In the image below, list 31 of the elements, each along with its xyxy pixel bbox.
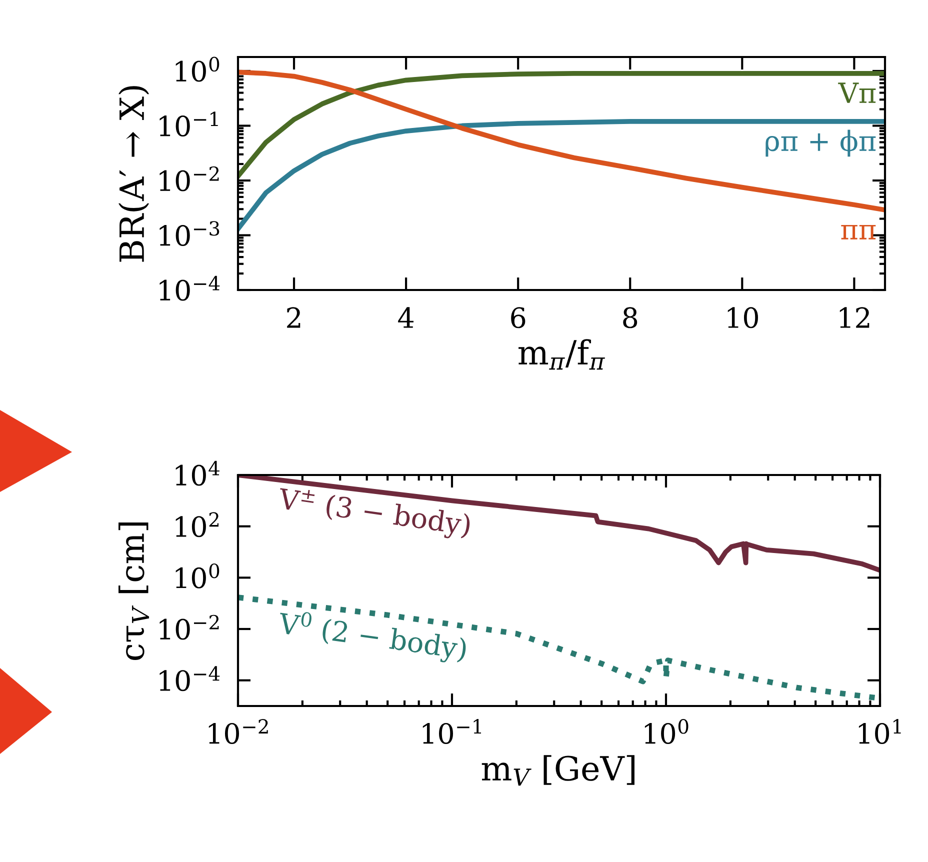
x-tick-label: 10 [728,307,758,328]
y-tick-label: 10$^{−2}$ [160,166,219,192]
x-tick-label: 10$^{−2}$ [208,719,268,744]
y-tick-label: 10$^{0}$ [176,564,220,588]
series-label: ππ [841,224,876,240]
line-series [238,70,885,212]
y-tick-label: 10$^{−2}$ [160,614,219,640]
y-tick-label: 10$^{−4}$ [160,666,220,692]
x-axis-title: m$_{V}$ [GeV] [482,755,634,786]
x-tick-label: 12 [840,307,870,328]
y-axis-title: BR(A′ → X) [118,86,150,262]
x-tick-label: 10$^{1}$ [858,719,901,744]
x-tick-label: 2 [287,307,300,328]
y-tick-label: 10$^{4}$ [176,460,220,486]
text: V$^{0}$ (2 − body) [276,608,468,666]
x-axis-title: m$_{π}$/f$_{π}$ [518,339,605,370]
y-tick-label: 10$^{−1}$ [160,112,218,136]
series-label: ρπ + ϕπ [766,130,876,157]
y-tick-label: 10$^{2}$ [176,512,219,538]
line-series [238,71,885,179]
text: V$^{±}$ (3 − body) [276,486,472,542]
y-tick-label: 10$^{−4}$ [160,276,220,301]
y-tick-label: 10$^{0}$ [176,56,220,82]
y-tick-label: 10$^{−3}$ [160,221,220,246]
x-tick-label: 4 [398,307,414,328]
x-tick-label: 8 [623,307,638,328]
series-label: Vπ [838,82,876,103]
y-axis-title: cτ$_{V}$ [cm] [118,522,150,660]
x-tick-label: 10$^{−1}$ [422,719,481,744]
x-tick-label: 6 [511,307,526,328]
x-tick-label: 10$^{0}$ [644,719,688,744]
